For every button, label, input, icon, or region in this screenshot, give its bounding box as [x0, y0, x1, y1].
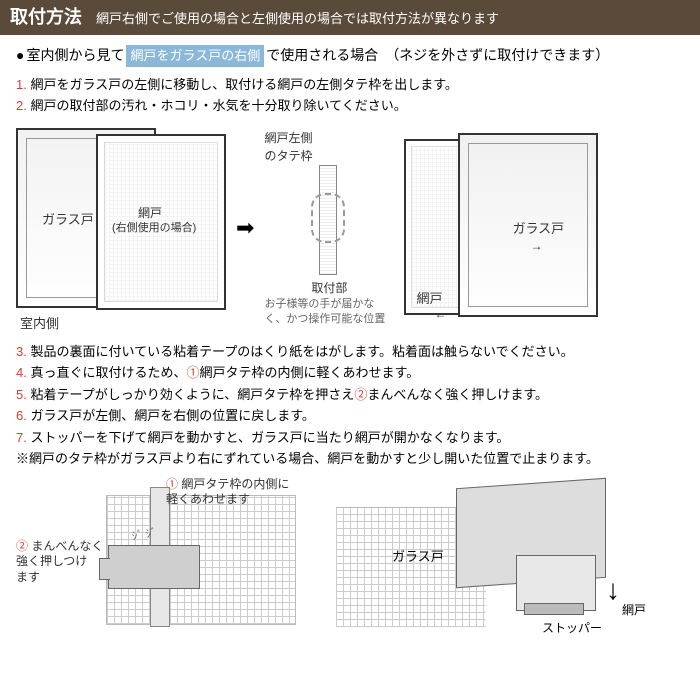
step-2: 2. 網戸の取付部の汚れ・ホコリ・水気を十分取り除いてください。	[16, 96, 684, 116]
header: 取付方法 網戸右側でご使用の場合と左側使用の場合では取付方法が異なります	[0, 0, 700, 35]
step-7: 7. ストッパーを下げて網戸を動かすと、ガラス戸に当たり網戸が開かなくなります。	[16, 428, 684, 448]
r-stopper-label: ストッパー	[542, 619, 602, 637]
caption-2: ② まんべんなく 強く押しつけ ます	[16, 539, 106, 586]
fig-left: ｼﾞ ｼﾞ ① 網戸タテ枠の内側に 軽くあわせます ② まんべんなく 強く押しつ…	[16, 477, 316, 632]
arrow-down-icon: ↓	[606, 569, 620, 611]
step-1: 1. 網戸をガラス戸の左側に移動し、取付ける網戸の左側タテ枠を出します。	[16, 75, 684, 95]
glass-label-2: ガラス戸	[512, 219, 564, 239]
indoor-label: 室内側	[20, 314, 59, 334]
r-amido-label: 網戸	[622, 601, 646, 619]
intro-post: で使用される場合 （ネジを外さずに取付けできます）	[266, 45, 609, 66]
r-glass-label: ガラス戸	[392, 547, 444, 567]
step-4: 4. 真っ直ぐに取付けるため、①網戸タテ枠の内側に軽くあわせます。	[16, 363, 684, 383]
mount-column: 網戸左側 のタテ枠 取付部 お子様等の手が届かなく、かつ操作可能な位置	[264, 129, 394, 326]
content: ● 室内側から見て 網戸をガラス戸の右側 で使用される場合 （ネジを外さずに取付…	[0, 35, 700, 642]
header-subtitle: 網戸右側でご使用の場合と左側使用の場合では取付方法が異なります	[96, 9, 499, 29]
bullet-icon: ●	[16, 45, 24, 66]
header-title: 取付方法	[10, 4, 82, 31]
stopper-push-icon	[108, 545, 200, 589]
door-group-left: ガラス戸 網戸 (右側使用の場合) 室内側	[16, 128, 226, 328]
fig-right: ↓ ガラス戸 網戸 ストッパー	[336, 477, 666, 632]
mount-diagram-icon	[301, 165, 357, 275]
stopper-lever-icon	[524, 603, 584, 615]
screen-label-2: (右側使用の場合)	[112, 220, 196, 237]
intro-pre: 室内側から見て	[26, 45, 124, 66]
door-group-right: 網戸 ← ガラス戸 →	[404, 133, 604, 323]
intro-line: ● 室内側から見て 網戸をガラス戸の右側 で使用される場合 （ネジを外さずに取付…	[16, 45, 684, 67]
mount-note: お子様等の手が届かなく、かつ操作可能な位置	[264, 297, 394, 326]
screen-left-frame-label: 網戸左側 のタテ枠	[264, 129, 394, 165]
mount-label: 取付部	[264, 279, 394, 297]
step-5: 5. 粘着テープがしっかり効くように、網戸タテ枠を押さえ②まんべんなく強く押しけ…	[16, 385, 684, 405]
arrow-right2-icon: →	[530, 237, 542, 255]
step-6: 6. ガラス戸が左側、網戸を右側の位置に戻します。	[16, 406, 684, 426]
step-3: 3. 製品の裏面に付いている粘着テープのはくり紙をはがします。粘着面は触らないで…	[16, 342, 684, 362]
arrow-left-icon: ←	[434, 305, 446, 323]
diagram-2: ｼﾞ ｼﾞ ① 網戸タテ枠の内側に 軽くあわせます ② まんべんなく 強く押しつ…	[16, 477, 684, 632]
note: ※網戸のタテ枠がガラス戸より右にずれている場合、網戸を動かすと少し開いた位置で止…	[16, 449, 684, 469]
caption-1: ① 網戸タテ枠の内側に 軽くあわせます	[166, 477, 289, 508]
arrow-right-icon: ➡	[236, 211, 254, 244]
intro-chip: 網戸をガラス戸の右側	[126, 45, 264, 67]
glass-label: ガラス戸	[42, 210, 94, 230]
diagram-1: ガラス戸 網戸 (右側使用の場合) 室内側 ➡ 網戸左側 のタテ枠 取付部 お子…	[16, 128, 684, 328]
